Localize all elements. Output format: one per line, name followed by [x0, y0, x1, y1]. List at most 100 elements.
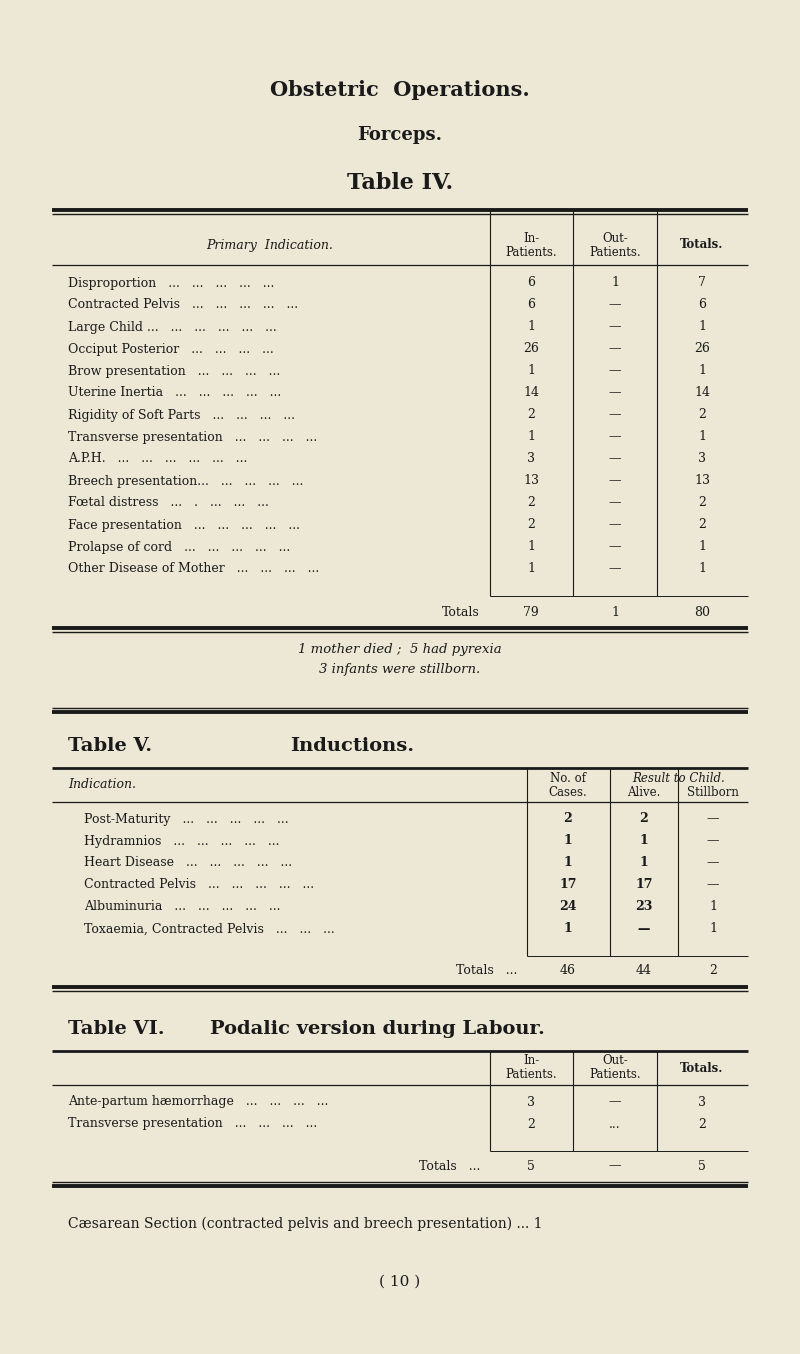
Text: 17: 17 [635, 879, 653, 891]
Text: 17: 17 [559, 879, 577, 891]
Text: 1: 1 [527, 540, 535, 554]
Text: Cases.: Cases. [549, 785, 587, 799]
Text: 2: 2 [698, 497, 706, 509]
Text: —: — [609, 298, 622, 311]
Text: 3: 3 [527, 452, 535, 466]
Text: 1: 1 [611, 605, 619, 619]
Text: —: — [609, 431, 622, 444]
Text: 80: 80 [694, 605, 710, 619]
Text: 6: 6 [527, 276, 535, 290]
Text: Out-: Out- [602, 232, 628, 245]
Text: 1: 1 [564, 834, 572, 848]
Text: 5: 5 [527, 1159, 535, 1173]
Text: 1: 1 [698, 321, 706, 333]
Text: Out-: Out- [602, 1055, 628, 1067]
Text: In-: In- [523, 232, 539, 245]
Text: 2: 2 [709, 964, 717, 978]
Text: Contracted Pelvis   ...   ...   ...   ...   ...: Contracted Pelvis ... ... ... ... ... [84, 879, 314, 891]
Text: Totals   ...: Totals ... [456, 964, 517, 978]
Text: 1: 1 [640, 834, 648, 848]
Text: 1: 1 [709, 900, 717, 914]
Text: —: — [609, 321, 622, 333]
Text: 2: 2 [640, 812, 648, 826]
Text: Obstetric  Operations.: Obstetric Operations. [270, 80, 530, 100]
Text: Table V.: Table V. [68, 737, 152, 756]
Text: Podalic version during Labour.: Podalic version during Labour. [210, 1020, 545, 1039]
Text: —: — [609, 452, 622, 466]
Text: 1: 1 [698, 540, 706, 554]
Text: 26: 26 [694, 343, 710, 356]
Text: —: — [706, 879, 719, 891]
Text: Totals: Totals [442, 605, 480, 619]
Text: Disproportion   ...   ...   ...   ...   ...: Disproportion ... ... ... ... ... [68, 276, 274, 290]
Text: 2: 2 [698, 409, 706, 421]
Text: —: — [638, 922, 650, 936]
Text: Totals.: Totals. [680, 1062, 724, 1075]
Text: 14: 14 [694, 386, 710, 399]
Text: Rigidity of Soft Parts   ...   ...   ...   ...: Rigidity of Soft Parts ... ... ... ... [68, 409, 295, 421]
Text: Result to Child.: Result to Child. [633, 772, 726, 784]
Text: 1: 1 [564, 922, 572, 936]
Text: 1: 1 [640, 857, 648, 869]
Text: Totals   ...: Totals ... [418, 1159, 480, 1173]
Text: 1: 1 [527, 321, 535, 333]
Text: 1: 1 [698, 431, 706, 444]
Text: —: — [609, 497, 622, 509]
Text: Brow presentation   ...   ...   ...   ...: Brow presentation ... ... ... ... [68, 364, 280, 378]
Text: Transverse presentation   ...   ...   ...   ...: Transverse presentation ... ... ... ... [68, 1117, 318, 1131]
Text: 2: 2 [698, 519, 706, 532]
Text: —: — [609, 540, 622, 554]
Text: 1: 1 [709, 922, 717, 936]
Text: Primary  Indication.: Primary Indication. [206, 238, 334, 252]
Text: 3 infants were stillborn.: 3 infants were stillborn. [319, 663, 481, 677]
Text: Forceps.: Forceps. [358, 126, 442, 144]
Text: Patients.: Patients. [589, 245, 641, 259]
Text: 1: 1 [527, 364, 535, 378]
Text: —: — [706, 834, 719, 848]
Text: Stillborn: Stillborn [687, 785, 739, 799]
Text: 1: 1 [564, 857, 572, 869]
Text: Other Disease of Mother   ...   ...   ...   ...: Other Disease of Mother ... ... ... ... [68, 562, 319, 575]
Text: 2: 2 [698, 1117, 706, 1131]
Text: Ante-partum hæmorrhage   ...   ...   ...   ...: Ante-partum hæmorrhage ... ... ... ... [68, 1095, 328, 1109]
Text: 7: 7 [698, 276, 706, 290]
Text: Prolapse of cord   ...   ...   ...   ...   ...: Prolapse of cord ... ... ... ... ... [68, 540, 290, 554]
Text: —: — [706, 857, 719, 869]
Text: —: — [609, 386, 622, 399]
Text: Contracted Pelvis   ...   ...   ...   ...   ...: Contracted Pelvis ... ... ... ... ... [68, 298, 298, 311]
Text: Table VI.: Table VI. [68, 1020, 165, 1039]
Text: 3: 3 [698, 452, 706, 466]
Text: 3: 3 [698, 1095, 706, 1109]
Text: Table IV.: Table IV. [347, 172, 453, 194]
Text: 6: 6 [527, 298, 535, 311]
Text: 13: 13 [523, 474, 539, 487]
Text: 5: 5 [698, 1159, 706, 1173]
Text: 6: 6 [698, 298, 706, 311]
Text: 1: 1 [611, 276, 619, 290]
Text: Transverse presentation   ...   ...   ...   ...: Transverse presentation ... ... ... ... [68, 431, 318, 444]
Text: 2: 2 [527, 409, 535, 421]
Text: 14: 14 [523, 386, 539, 399]
Text: —: — [609, 519, 622, 532]
Text: 46: 46 [560, 964, 576, 978]
Text: Hydramnios   ...   ...   ...   ...   ...: Hydramnios ... ... ... ... ... [84, 834, 279, 848]
Text: —: — [609, 409, 622, 421]
Text: ...: ... [609, 1117, 621, 1131]
Text: A.P.H.   ...   ...   ...   ...   ...   ...: A.P.H. ... ... ... ... ... ... [68, 452, 247, 466]
Text: Patients.: Patients. [589, 1068, 641, 1082]
Text: Face presentation   ...   ...   ...   ...   ...: Face presentation ... ... ... ... ... [68, 519, 300, 532]
Text: Indication.: Indication. [68, 779, 136, 792]
Text: 1: 1 [698, 562, 706, 575]
Text: 26: 26 [523, 343, 539, 356]
Text: ( 10 ): ( 10 ) [379, 1275, 421, 1289]
Text: 2: 2 [527, 519, 535, 532]
Text: Inductions.: Inductions. [290, 737, 414, 756]
Text: 79: 79 [523, 605, 539, 619]
Text: Uterine Inertia   ...   ...   ...   ...   ...: Uterine Inertia ... ... ... ... ... [68, 386, 282, 399]
Text: —: — [609, 474, 622, 487]
Text: Fœtal distress   ...   .   ...   ...   ...: Fœtal distress ... . ... ... ... [68, 497, 269, 509]
Text: Patients.: Patients. [505, 1068, 557, 1082]
Text: —: — [609, 1095, 622, 1109]
Text: Toxaemia, Contracted Pelvis   ...   ...   ...: Toxaemia, Contracted Pelvis ... ... ... [84, 922, 334, 936]
Text: Large Child ...   ...   ...   ...   ...   ...: Large Child ... ... ... ... ... ... [68, 321, 277, 333]
